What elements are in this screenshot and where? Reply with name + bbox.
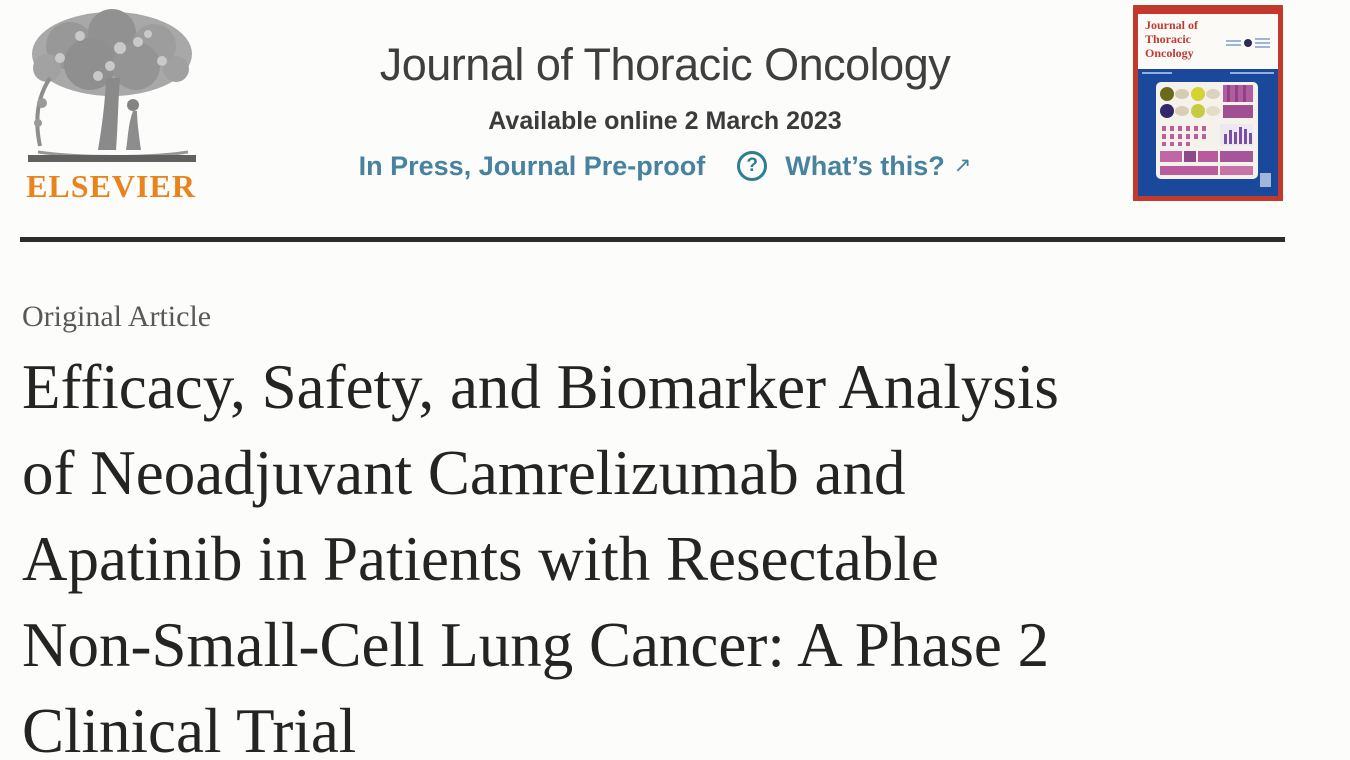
journal-cover-thumbnail[interactable]: Journal of Thoracic Oncology: [1133, 5, 1283, 201]
cover-publisher-mark: [1260, 173, 1271, 187]
article-title: Efficacy, Safety, and Biomarker Analysis…: [22, 344, 1312, 760]
cover-figure-panel: [1156, 82, 1258, 179]
cover-figure-illustration: [1160, 85, 1253, 175]
elsevier-wordmark: ELSEVIER: [26, 168, 196, 204]
help-question-icon[interactable]: ?: [737, 151, 768, 181]
article-title-line: Clinical Trial: [22, 696, 357, 760]
elsevier-tree-icon: [28, 9, 196, 162]
inpress-status-link[interactable]: In Press, Journal Pre-proof: [358, 151, 706, 181]
available-online-date: Available online 2 March 2023: [488, 107, 842, 135]
cover-title-line: Journal of: [1145, 18, 1199, 32]
cover-band-text-left: [1142, 72, 1172, 74]
cover-body: [1138, 69, 1278, 196]
whats-this-link[interactable]: What’s this?: [785, 151, 945, 181]
article-title-line: of Neoadjuvant Camrelizumab and: [22, 438, 906, 508]
elsevier-logo[interactable]: ELSEVIER: [20, 6, 202, 204]
article-title-line: Apatinib in Patients with Resectable: [22, 524, 939, 594]
article-title-line: Efficacy, Safety, and Biomarker Analysis: [22, 352, 1059, 422]
cover-masthead: Journal of Thoracic Oncology: [1138, 14, 1278, 69]
cover-title-line: Thoracic: [1145, 32, 1191, 46]
inpress-row: In Press, Journal Pre-proof ? What’s thi…: [358, 149, 972, 183]
cover-title-line: Oncology: [1145, 46, 1194, 60]
external-link-arrow-icon[interactable]: ↗: [953, 154, 972, 177]
article-title-line: Non-Small-Cell Lung Cancer: A Phase 2: [22, 610, 1050, 680]
cover-band-text-right: [1230, 72, 1274, 74]
journal-header: Journal of Thoracic Oncology Available o…: [200, 38, 1130, 183]
article-type-label: Original Article: [22, 300, 212, 333]
cover-society-emblem: [1226, 38, 1270, 48]
journal-title-link[interactable]: Journal of Thoracic Oncology: [379, 39, 951, 90]
header-divider: [20, 237, 1285, 242]
